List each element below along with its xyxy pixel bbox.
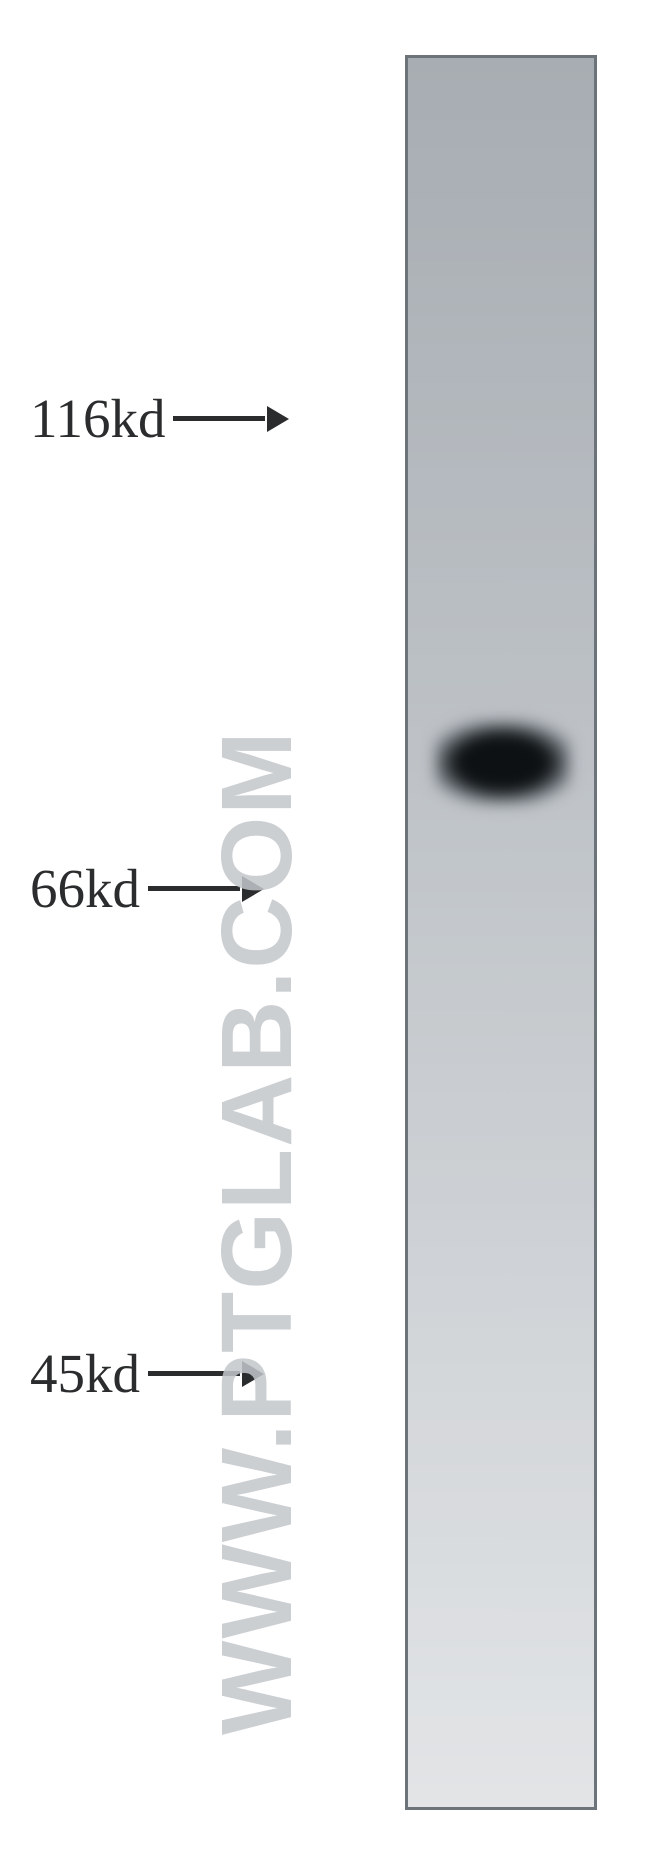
arrow-head-icon (242, 1361, 264, 1387)
mw-label: 45kd (30, 1342, 140, 1405)
mw-marker-66kd: 66kd (30, 857, 264, 920)
protein-band (435, 720, 570, 805)
mw-marker-45kd: 45kd (30, 1342, 264, 1405)
arrow-head-icon (267, 406, 289, 432)
mw-label: 116kd (30, 387, 165, 450)
arrow-icon (173, 416, 265, 421)
arrow-icon (148, 1371, 240, 1376)
mw-marker-116kd: 116kd (30, 387, 289, 450)
mw-label: 66kd (30, 857, 140, 920)
arrow-icon (148, 886, 240, 891)
blot-lane (405, 55, 597, 1810)
blot-figure: 116kd 66kd 45kd WWW.PTGLAB.COM (0, 0, 650, 1855)
blot-lane-inner (408, 58, 594, 1807)
arrow-head-icon (242, 876, 264, 902)
